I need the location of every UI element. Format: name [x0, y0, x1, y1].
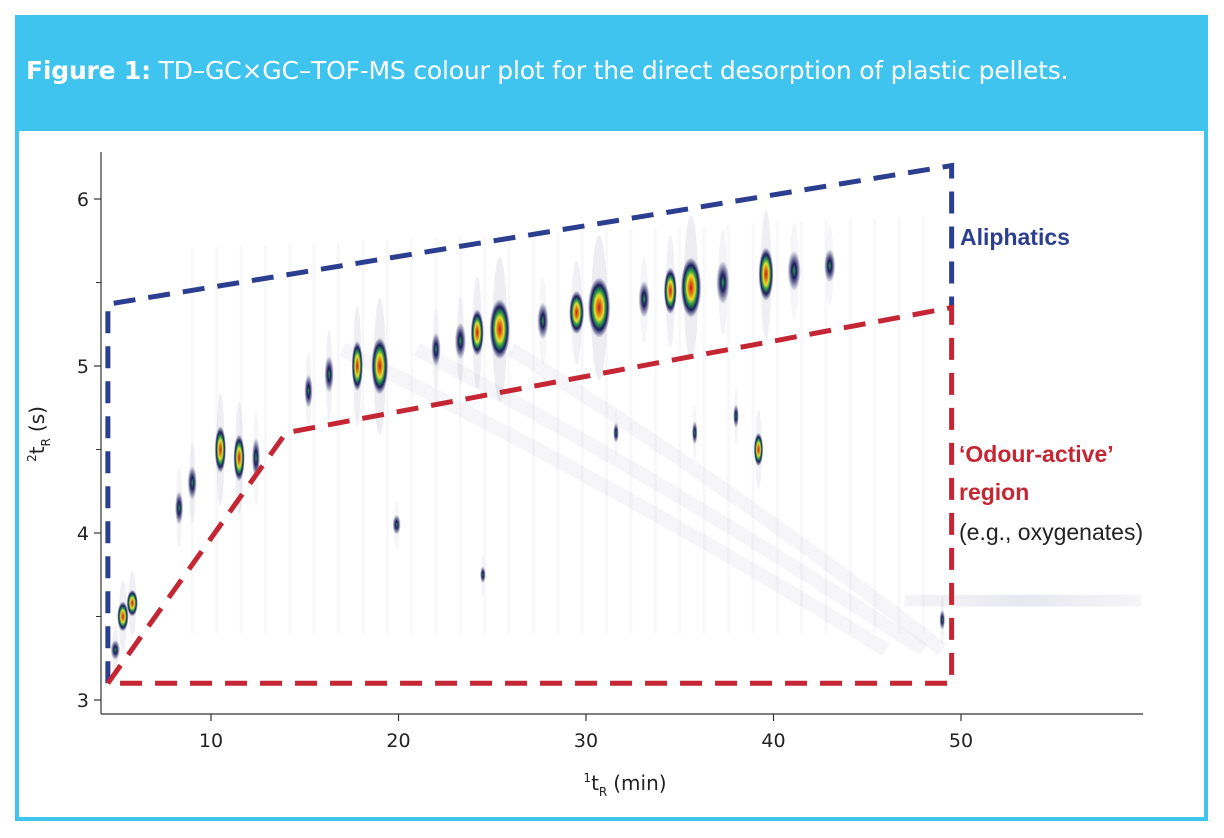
x-tick-label: 10	[199, 730, 223, 752]
odour-active-label-line1: ‘Odour-active’	[959, 441, 1114, 467]
peak	[716, 260, 730, 305]
x-axis-label-unit: (min)	[613, 771, 666, 795]
y-axis-label-sup: 2	[25, 454, 39, 462]
peak	[753, 432, 764, 467]
peak	[126, 589, 138, 617]
peak	[569, 290, 585, 335]
peak	[638, 280, 650, 318]
peak	[431, 332, 441, 366]
y-tick-label: 5	[77, 356, 89, 378]
x-tick-label: 40	[761, 730, 785, 752]
peaks-layer	[110, 210, 946, 674]
x-tick-label: 20	[386, 730, 410, 752]
oxygenates-label: (e.g., oxygenates)	[959, 519, 1143, 545]
y-axis-label-sub: R	[39, 438, 53, 446]
x-axis-label-sup: 1	[583, 771, 591, 785]
peak	[351, 340, 363, 392]
peak	[613, 422, 619, 443]
odour-active-label-line2: region	[959, 479, 1029, 505]
x-axis-label-sub: R	[599, 785, 607, 799]
figure-label: Figure 1:	[26, 56, 151, 85]
background-arc	[413, 343, 928, 656]
regions-layer	[105, 162, 955, 686]
background-band	[904, 594, 1141, 607]
peak	[324, 355, 334, 393]
peak	[733, 404, 739, 428]
x-axis-label: 1tR (min)	[583, 771, 666, 799]
y-ticks: 3 4 5 6	[77, 189, 101, 712]
y-axis-label: 2tR (s)	[25, 406, 53, 462]
background-arc	[339, 343, 890, 656]
peak	[480, 566, 486, 584]
peak	[691, 421, 698, 445]
aliphatics-region-outline	[105, 162, 955, 684]
x-ticks: 10 20 30 40 50	[199, 714, 973, 752]
peak	[371, 337, 389, 395]
figure-caption: Figure 1: TD–GC×GC–TOF-MS colour plot fo…	[26, 56, 1069, 85]
figure-header: Figure 1: TD–GC×GC–TOF-MS colour plot fo…	[19, 19, 1204, 131]
peak	[214, 426, 226, 473]
y-axis-label-unit: (s)	[25, 406, 49, 432]
peak	[663, 267, 677, 315]
peak	[587, 277, 611, 338]
y-axis-label-main: t	[25, 446, 49, 454]
axes: 10 20 30 40 50 3 4 5 6	[77, 152, 1143, 752]
figure-frame: Figure 1: TD–GC×GC–TOF-MS colour plot fo…	[15, 15, 1208, 821]
y-tick-label: 3	[77, 690, 89, 712]
background-arc	[507, 343, 947, 656]
figure-caption-text: TD–GC×GC–TOF-MS colour plot for the dire…	[158, 56, 1069, 85]
peak	[304, 374, 313, 408]
peak	[117, 601, 129, 632]
peak	[939, 609, 946, 630]
peak	[187, 466, 197, 500]
peak	[470, 309, 484, 356]
x-tick-label: 30	[574, 730, 598, 752]
peak	[175, 491, 184, 525]
peak	[680, 257, 702, 318]
x-tick-label: 50	[949, 730, 973, 752]
x-axis-label-main: t	[591, 771, 599, 795]
aliphatics-label: Aliphatics	[960, 224, 1070, 250]
peak	[392, 514, 401, 535]
peak	[489, 299, 511, 360]
peak	[454, 322, 466, 360]
peak	[758, 247, 774, 301]
y-tick-label: 6	[77, 189, 89, 211]
peak	[537, 302, 549, 340]
odour-active-region-outline	[105, 304, 955, 686]
peak	[233, 434, 245, 482]
peak	[824, 249, 836, 283]
peak	[787, 250, 801, 291]
y-tick-label: 4	[77, 523, 89, 545]
peak	[110, 639, 121, 660]
